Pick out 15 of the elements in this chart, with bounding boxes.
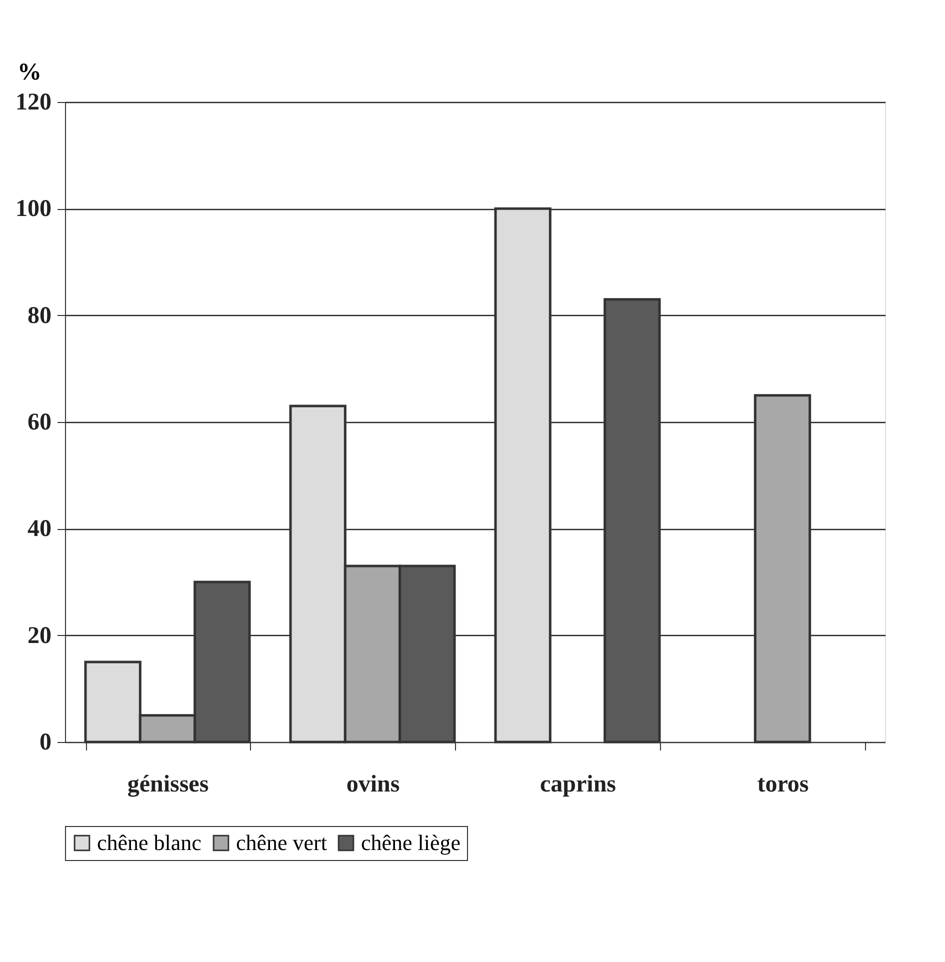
y-tick-label: 100 bbox=[16, 196, 52, 222]
legend-label: chêne vert bbox=[236, 830, 327, 855]
y-tick-label: 120 bbox=[16, 90, 52, 116]
y-axis-title: % bbox=[18, 60, 42, 86]
y-tick-label: 20 bbox=[28, 622, 52, 649]
x-tick-label: génisses bbox=[127, 772, 209, 798]
x-tick-label: caprins bbox=[540, 772, 616, 798]
y-tick-label: 60 bbox=[28, 410, 52, 436]
x-tick-label: toros bbox=[757, 772, 809, 798]
y-tick-label: 0 bbox=[40, 730, 52, 756]
y-tick-label: 80 bbox=[28, 302, 52, 329]
legend-label: chêne blanc bbox=[97, 830, 202, 855]
legend-label: chêne liège bbox=[361, 830, 461, 855]
y-tick-label: 40 bbox=[28, 516, 52, 542]
x-tick-label: ovins bbox=[346, 772, 400, 798]
